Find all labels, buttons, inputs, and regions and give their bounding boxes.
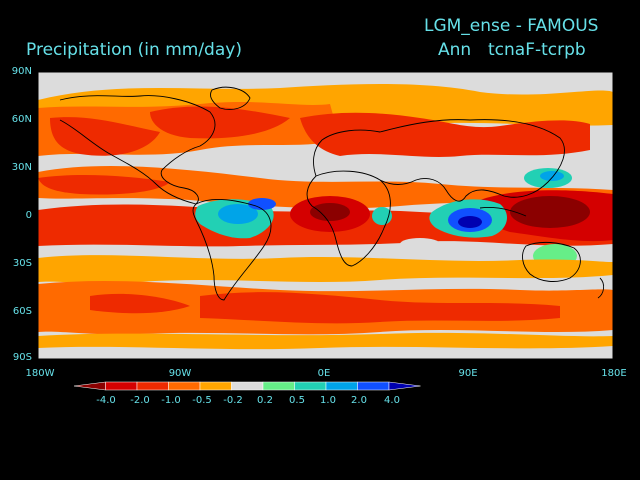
subtropical-orange-band (38, 165, 613, 209)
colorbar-segment (357, 381, 390, 391)
eurasia-red-band (300, 112, 590, 157)
map-panel (38, 72, 613, 359)
east-pacific-red-patch (38, 175, 170, 195)
colorbar (73, 381, 421, 391)
antarctic-orange-band (38, 332, 613, 350)
amazon-blue-core (218, 204, 258, 224)
south-indian-neutral (400, 238, 440, 250)
colorbar-label: -2.0 (130, 395, 150, 406)
lat-label-90n: 90N (11, 66, 32, 77)
colorbar-label: 1.0 (320, 395, 336, 406)
north-pacific-red-patch (50, 117, 160, 156)
colorbar-label: 0.5 (289, 395, 305, 406)
australia-coast (522, 241, 581, 282)
period-label: Ann (438, 40, 472, 60)
colorbar-segment (294, 381, 327, 391)
map-frame (37, 71, 614, 360)
lon-label-0e: 0E (317, 368, 331, 379)
coastlines (59, 86, 605, 301)
lon-label-90e: 90E (458, 368, 478, 379)
south-pacific-red-patch (90, 293, 190, 314)
northwest-pacific-blue-core (540, 171, 564, 181)
amazon-deep-blue (248, 198, 276, 210)
colorbar-label: 4.0 (384, 395, 400, 406)
colorbar-label: -0.5 (192, 395, 212, 406)
colorbar-label: 0.2 (257, 395, 273, 406)
colorbar-segment (262, 381, 295, 391)
lat-label-30n: 30N (11, 162, 32, 173)
lon-label-180e: 180E (601, 368, 627, 379)
africa-coast (306, 170, 391, 267)
variable-title: Precipitation (in mm/day) (26, 40, 242, 60)
colorbar-label: -0.2 (223, 395, 243, 406)
lat-label-90s: 90S (12, 352, 32, 363)
colorbar-segment (168, 381, 201, 391)
north-atlantic-red-patch (150, 106, 290, 139)
lon-label-180w: 180W (25, 368, 55, 379)
new-zealand-coast (597, 277, 605, 299)
atlantic-darkest-red (310, 203, 350, 221)
colorbar-segment (231, 381, 264, 391)
experiment-difference-label: tcnaF-tcrpb (488, 40, 586, 60)
greenland-coast (209, 86, 251, 110)
colorbar-segment (105, 381, 138, 391)
indonesia-coast (479, 207, 527, 217)
south-america-coast (192, 199, 272, 301)
colorbar-segment (136, 381, 169, 391)
colorbar-label: -4.0 (96, 395, 116, 406)
colorbar-segment (73, 381, 106, 391)
lat-label-60n: 60N (11, 114, 32, 125)
lon-label-90w: 90W (168, 368, 192, 379)
north-america-coast (59, 95, 216, 205)
colorbar-segment (199, 381, 232, 391)
indian-ocean-darkest-blue (458, 216, 482, 228)
colorbar-label: 2.0 (351, 395, 367, 406)
southern-ocean-red-band (200, 292, 560, 324)
eurasia-coast (313, 119, 565, 202)
colorbar-label: -1.0 (161, 395, 181, 406)
west-pacific-darkest-red (510, 196, 590, 228)
colorbar-segment (325, 381, 358, 391)
south-subtropical-orange-band (38, 255, 613, 284)
lat-label-60s: 60S (12, 306, 32, 317)
lat-label-30s: 30S (12, 258, 32, 269)
lat-label-eq: 0 (25, 210, 32, 221)
run-title: LGM_ense - FAMOUS (424, 16, 599, 36)
colorbar-segment (388, 381, 421, 391)
